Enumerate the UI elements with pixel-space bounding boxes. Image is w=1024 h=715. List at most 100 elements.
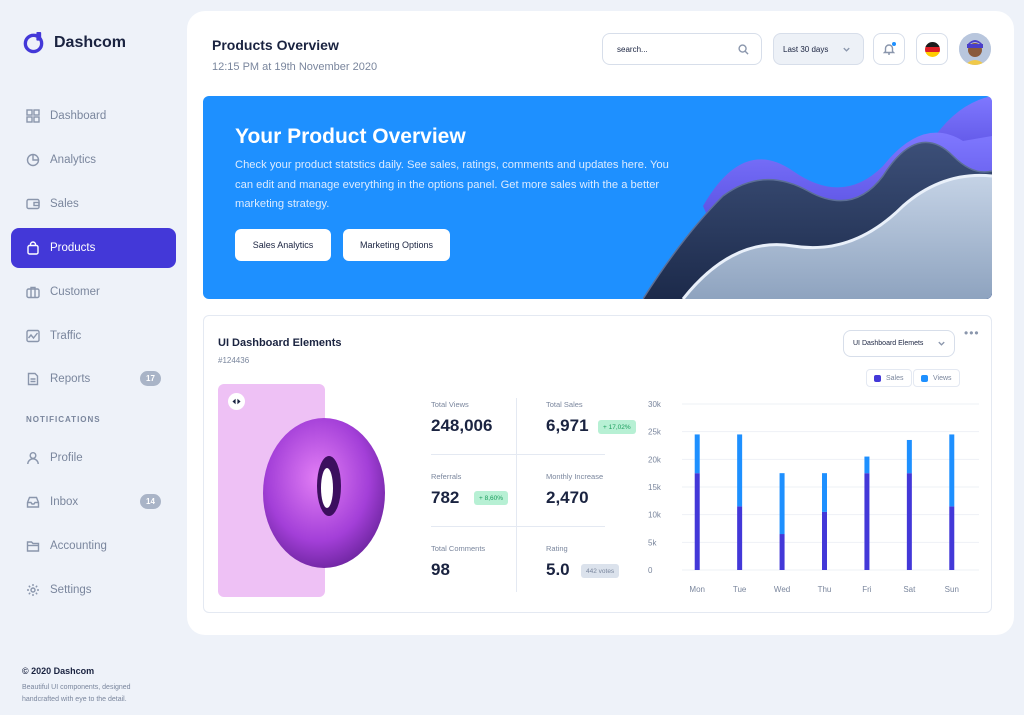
bar-views-tue[interactable] <box>737 434 743 507</box>
legend-swatch-views <box>921 374 928 382</box>
x-tick-label: Wed <box>774 585 790 594</box>
x-tick-label: Tue <box>733 585 747 594</box>
sidebar-item-label: Products <box>50 242 96 254</box>
y-tick-label: 10k <box>648 511 662 520</box>
stat-rating-value: 5.0 <box>546 560 570 579</box>
y-tick-label: 0 <box>648 566 653 575</box>
sidebar-item-label: Accounting <box>50 540 107 552</box>
bar-views-wed[interactable] <box>779 473 785 535</box>
bar-views-thu[interactable] <box>822 473 827 512</box>
legend-label-sales: Sales <box>886 374 904 382</box>
legend-views[interactable]: Views <box>913 369 960 387</box>
card-title: UI Dashboard Elements <box>218 337 342 349</box>
footer-copyright: © 2020 Dashcom <box>22 666 95 676</box>
search-box[interactable] <box>602 33 762 65</box>
inbox-icon <box>26 496 40 508</box>
brand-logo-icon <box>23 31 44 54</box>
sidebar-item-accounting[interactable]: Accounting <box>11 526 176 566</box>
x-tick-label: Mon <box>689 585 705 594</box>
avatar[interactable] <box>959 33 991 65</box>
bar-views-sat[interactable] <box>906 439 912 474</box>
footer-tagline: Beautiful UI components, designed handcr… <box>22 684 131 703</box>
bell-icon <box>883 44 895 55</box>
sidebar-item-analytics[interactable]: Analytics <box>11 140 176 180</box>
document-icon <box>27 372 39 386</box>
sidebar-item-reports[interactable]: Reports 17 <box>11 359 176 399</box>
more-options-icon[interactable]: ••• <box>964 326 980 340</box>
stats-divider-vertical <box>516 398 517 592</box>
stat-total-comments-value: 98 <box>431 560 450 579</box>
language-button[interactable] <box>916 33 948 65</box>
sidebar-item-label: Customer <box>50 286 100 298</box>
y-tick-label: 30k <box>648 400 662 409</box>
brand[interactable]: Dashcom <box>22 31 126 54</box>
legend-sales[interactable]: Sales <box>866 369 912 387</box>
folder-icon <box>26 541 40 552</box>
sidebar-item-label: Reports <box>50 373 91 385</box>
x-tick-label: Sat <box>903 585 916 594</box>
bar-sales-sat[interactable] <box>906 473 912 570</box>
hero-banner: Your Product Overview Check your product… <box>203 96 992 299</box>
bar-sales-mon[interactable] <box>694 473 700 570</box>
bar-views-sun[interactable] <box>949 434 955 507</box>
stat-referrals-label: Referrals <box>431 472 462 481</box>
sidebar: Dashcom Dashboard Analytics Sales Produc… <box>0 0 186 715</box>
y-tick-label: 25k <box>648 428 662 437</box>
dashboard-elements-card: UI Dashboard Elements #124436 UI Dashboa… <box>203 315 992 613</box>
chevron-down-icon <box>938 341 945 346</box>
weekly-bar-chart: 0 5k 10k 15k 20k 25k 30k Mon Tue Wed Thu Fri Sat Sun <box>648 400 979 594</box>
marketing-options-button[interactable]: Marketing Options <box>343 229 450 261</box>
donut-3d-illustration <box>263 418 385 568</box>
sidebar-item-dashboard[interactable]: Dashboard <box>11 96 176 136</box>
card-select-dropdown[interactable]: UI Dashboard Elemets <box>843 330 955 357</box>
date-range-label: Last 30 days <box>783 44 829 54</box>
sidebar-item-settings[interactable]: Settings <box>11 570 176 610</box>
legend-swatch-sales <box>874 374 881 382</box>
sidebar-item-products[interactable]: Products <box>11 228 176 268</box>
stat-total-comments-label: Total Comments <box>431 544 486 553</box>
arrows-horizontal-icon <box>232 398 241 405</box>
avatar-image <box>959 33 991 65</box>
x-tick-label: Thu <box>818 585 832 594</box>
bar-sales-sun[interactable] <box>949 506 955 570</box>
notification-dot <box>892 42 896 46</box>
search-icon[interactable] <box>738 43 749 55</box>
sidebar-item-label: Settings <box>50 584 92 596</box>
y-tick-label: 15k <box>648 483 662 492</box>
notifications-section-label: NOTIFICATIONS <box>26 415 101 424</box>
sidebar-item-traffic[interactable]: Traffic <box>11 316 176 356</box>
shopping-bag-icon <box>27 241 39 255</box>
y-tick-label: 5k <box>648 538 657 547</box>
page-title: Products Overview <box>212 37 339 53</box>
stat-total-sales-label: Total Sales <box>546 400 583 409</box>
bar-sales-tue[interactable] <box>737 506 743 570</box>
search-input[interactable] <box>617 44 727 54</box>
stat-referrals-badge: + 8,60% <box>474 491 509 505</box>
sidebar-item-label: Sales <box>50 198 79 210</box>
wallet-icon <box>26 198 40 210</box>
notifications-button[interactable] <box>873 33 905 65</box>
bar-views-mon[interactable] <box>694 434 700 474</box>
sidebar-item-inbox[interactable]: Inbox 14 <box>11 482 176 522</box>
x-tick-label: Fri <box>862 585 872 594</box>
page-timestamp: 12:15 PM at 19th November 2020 <box>212 61 378 73</box>
stat-referrals-value: 782 <box>431 488 460 507</box>
sidebar-item-profile[interactable]: Profile <box>11 438 176 478</box>
stat-total-sales-badge: + 17,02% <box>598 420 636 434</box>
stat-total-views-value: 248,006 <box>431 416 493 435</box>
sidebar-item-label: Dashboard <box>50 110 107 122</box>
bar-sales-wed[interactable] <box>779 534 785 570</box>
legend-label-views: Views <box>933 374 952 382</box>
date-range-dropdown[interactable]: Last 30 days <box>773 33 864 65</box>
stat-total-views-label: Total Views <box>431 400 469 409</box>
grid-icon <box>26 109 40 123</box>
sidebar-item-sales[interactable]: Sales <box>11 184 176 224</box>
expand-toggle-button[interactable] <box>228 393 245 410</box>
bar-views-fri[interactable] <box>864 456 870 474</box>
chevron-down-icon <box>843 47 850 52</box>
sidebar-item-customer[interactable]: Customer <box>11 272 176 312</box>
bar-sales-thu[interactable] <box>822 511 827 570</box>
bar-sales-fri[interactable] <box>864 473 870 570</box>
sales-analytics-button[interactable]: Sales Analytics <box>235 229 331 261</box>
stat-total-sales-value: 6,971 <box>546 416 589 435</box>
